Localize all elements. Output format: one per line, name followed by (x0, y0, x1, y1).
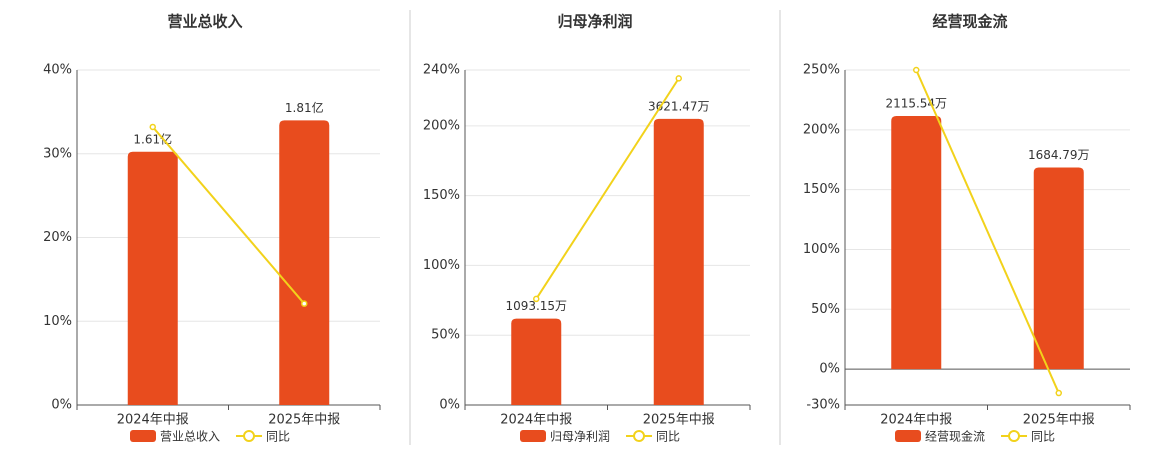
y-tick-label: 250% (803, 63, 840, 78)
line (151, 126, 306, 305)
legend-swatch (520, 430, 546, 442)
y-tick-label: 150% (803, 182, 840, 197)
data-label: 2115.54万 (885, 96, 947, 110)
data-label: 1684.79万 (1028, 148, 1090, 162)
legend-swatch (895, 430, 921, 442)
y-tick-label: 10% (43, 314, 72, 329)
legend-label: 同比 (266, 430, 290, 444)
y-tick-label: 50% (431, 328, 460, 343)
x-tick-label: 2025年中报 (643, 413, 715, 428)
line-point (913, 66, 920, 74)
y-tick-label: 50% (811, 302, 840, 317)
line (535, 77, 680, 300)
bar (511, 318, 562, 405)
data-label: 1.81亿 (285, 100, 324, 115)
chart-title: 归母净利润 (557, 13, 632, 31)
legend-label: 归母净利润 (550, 430, 610, 444)
legend-label: 经营现金流 (925, 429, 985, 444)
y-tick-label: 200% (803, 122, 840, 137)
y-tick-label: 240% (423, 63, 460, 78)
bar (891, 115, 942, 370)
data-label: 1093.15万 (505, 299, 567, 313)
y-tick-label: 20% (43, 230, 72, 245)
legend-swatch (130, 430, 156, 442)
y-tick-label: 30% (43, 146, 72, 161)
legend-marker (243, 430, 256, 442)
y-tick-label: 0% (439, 398, 460, 413)
legend-marker (1008, 430, 1021, 442)
legend-marker (633, 430, 646, 442)
line-point (1055, 389, 1062, 397)
line-point (533, 295, 540, 303)
line-point (301, 300, 308, 307)
y-tick-label: 200% (423, 118, 460, 133)
bar (653, 118, 704, 406)
legend-label: 营业总收入 (160, 430, 220, 444)
x-tick-label: 2025年中报 (1023, 413, 1095, 428)
x-tick-label: 2024年中报 (880, 413, 952, 428)
bar (279, 120, 330, 405)
y-tick-label: 0% (51, 398, 72, 413)
bar (1033, 167, 1084, 370)
chart-title: 经营现金流 (932, 13, 1007, 31)
y-tick-label: 0% (819, 362, 840, 377)
y-tick-label: 40% (43, 63, 72, 78)
legend-label: 同比 (656, 430, 680, 444)
bar (127, 151, 178, 405)
x-tick-label: 2024年中报 (500, 413, 572, 428)
line-point (675, 75, 682, 82)
y-tick-label: 100% (803, 242, 840, 257)
x-tick-label: 2025年中报 (268, 413, 340, 428)
chart-title: 营业总收入 (167, 13, 242, 31)
y-tick-label: 150% (423, 188, 460, 203)
line (915, 69, 1060, 394)
y-tick-label: -30% (806, 398, 840, 413)
line-point (149, 123, 156, 131)
data-label: 1.61亿 (133, 131, 172, 146)
x-tick-label: 2024年中报 (117, 413, 189, 428)
legend-label: 同比 (1031, 430, 1055, 444)
y-tick-label: 100% (423, 258, 460, 273)
